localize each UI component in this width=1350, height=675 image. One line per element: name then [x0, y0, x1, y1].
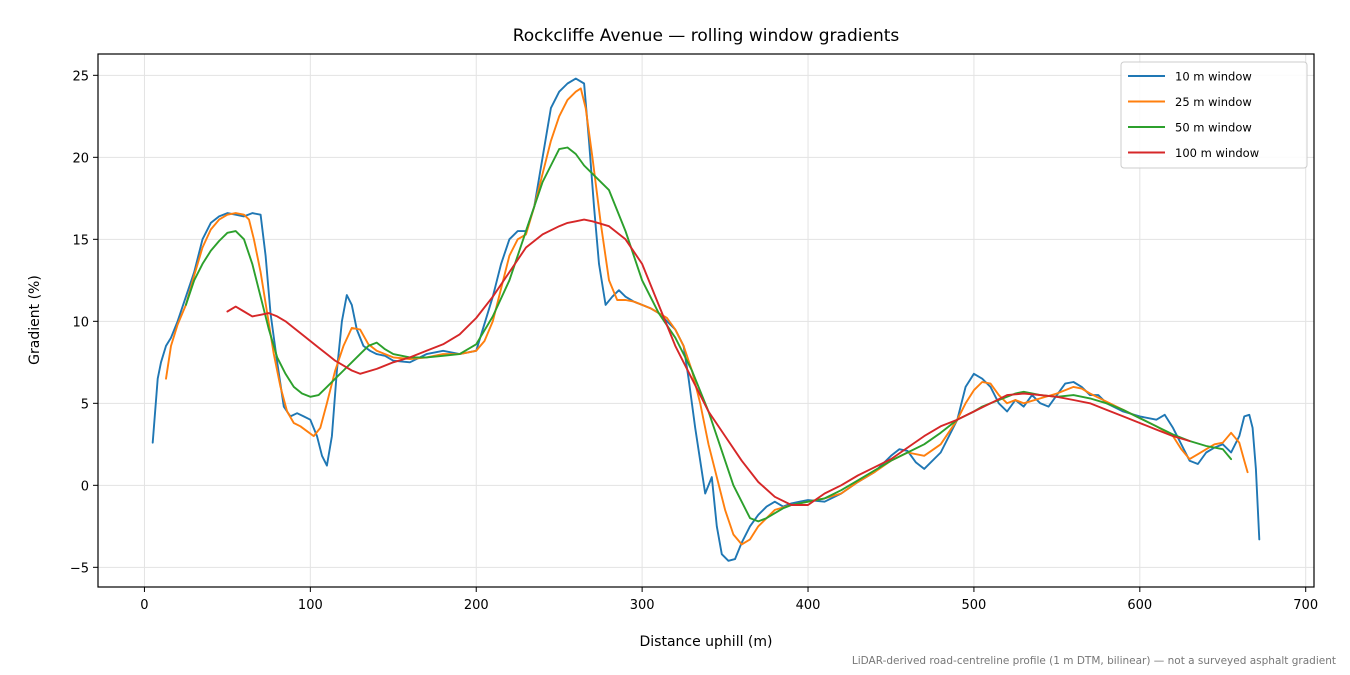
x-tick-label: 0 — [140, 598, 148, 613]
x-axis-label: Distance uphill (m) — [640, 634, 773, 650]
legend-label: 50 m window — [1175, 121, 1252, 135]
x-tick-label: 400 — [796, 598, 821, 613]
footnote: LiDAR-derived road-centreline profile (1… — [852, 655, 1336, 667]
plot-frame — [97, 53, 1315, 588]
legend-items: 10 m window 25 m window 50 m window 100 m w… — [1128, 70, 1259, 160]
y-tick-label: 25 — [72, 69, 89, 84]
legend-label: 100 m window — [1175, 146, 1259, 160]
y-tick-label: 10 — [72, 315, 89, 330]
legend-label: 25 m window — [1175, 95, 1252, 109]
series-line-1 — [151, 77, 1261, 562]
y-tick-label: 20 — [72, 151, 89, 166]
y-axis-label: Gradient (%) — [27, 275, 43, 365]
axis-ticks: 0 100 200 300 400 500 600 700 −5 0 5 10 15 20 25 — [70, 69, 1318, 613]
x-tick-label: 600 — [1127, 598, 1152, 613]
legend-box — [1120, 61, 1308, 169]
y-tick-label: 15 — [72, 233, 89, 248]
y-tick-label: −5 — [70, 561, 89, 576]
series-lines — [151, 77, 1261, 562]
x-tick-label: 700 — [1293, 598, 1318, 613]
x-tick-label: 500 — [962, 598, 987, 613]
series-line-4 — [226, 218, 1191, 506]
legend-label: 10 m window — [1175, 70, 1252, 84]
x-tick-label: 200 — [464, 598, 489, 613]
x-tick-label: 100 — [298, 598, 323, 613]
x-tick-label: 300 — [630, 598, 655, 613]
y-tick-label: 5 — [81, 397, 89, 412]
y-tick-label: 0 — [81, 479, 89, 494]
legend: 10 m window 25 m window 50 m window 100 m w… — [1120, 61, 1308, 169]
chart-title: Rockcliffe Avenue — rolling window gradi… — [513, 26, 900, 46]
